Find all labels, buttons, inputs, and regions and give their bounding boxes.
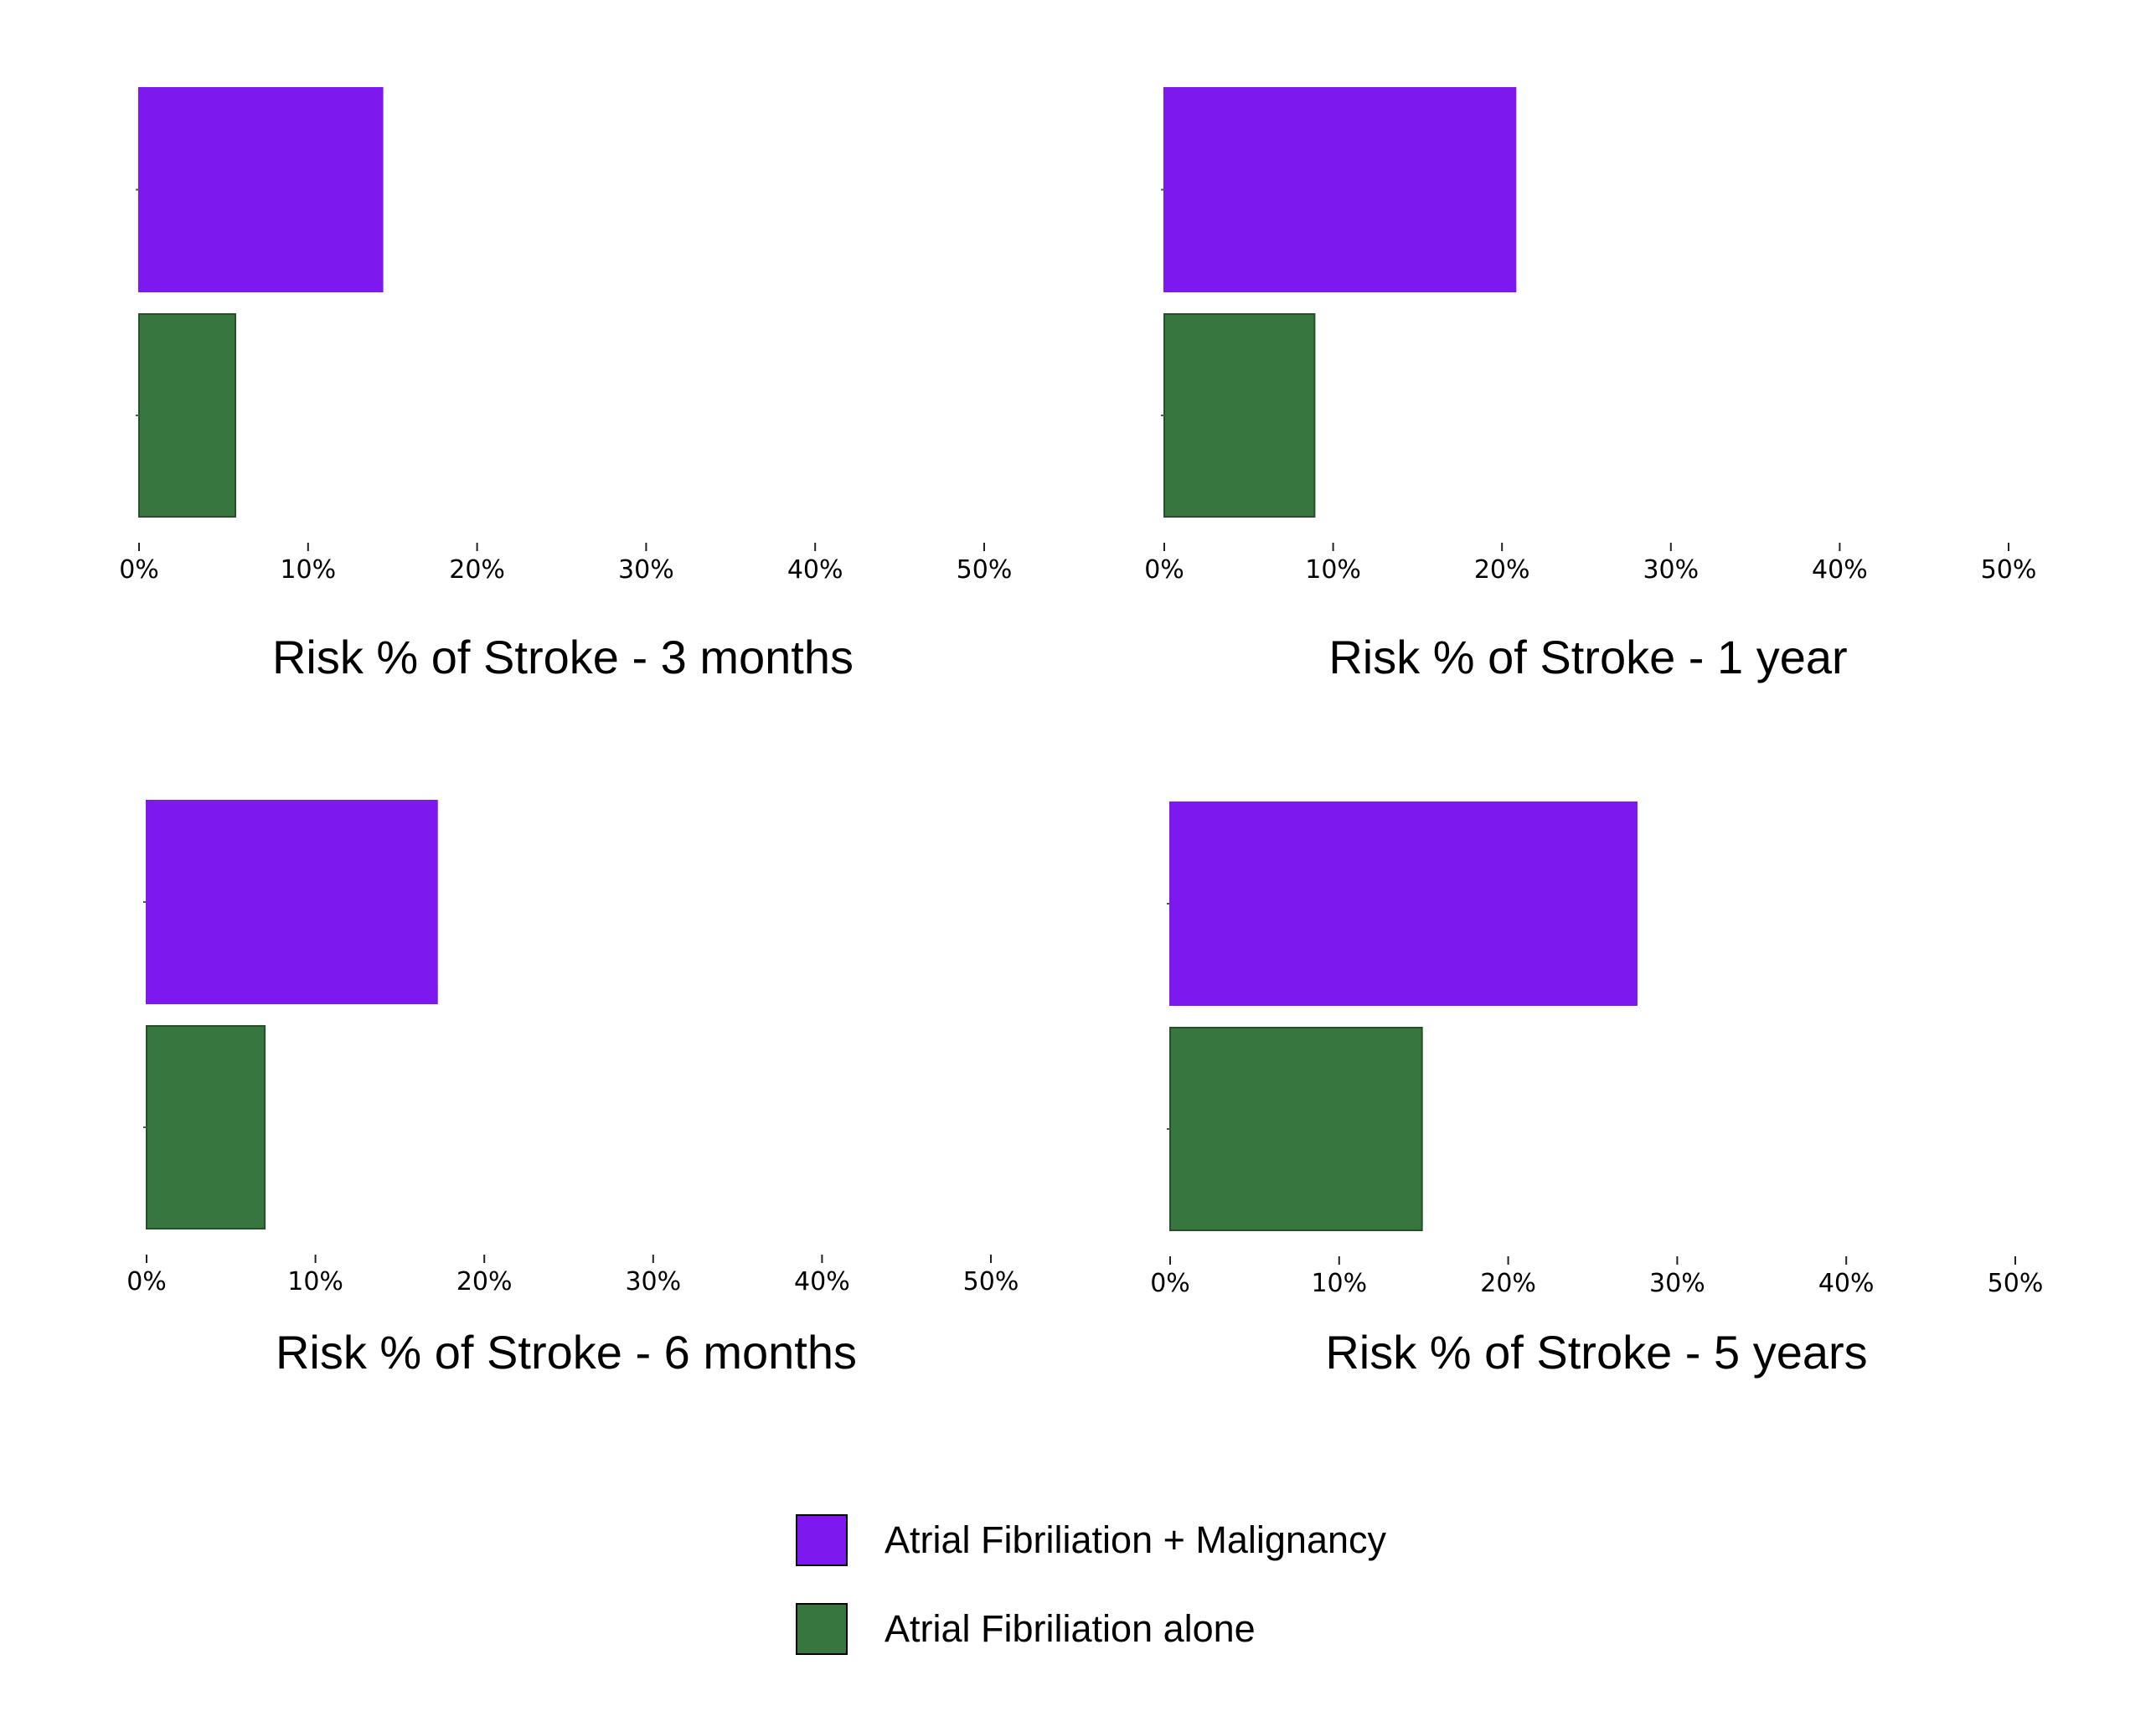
bar-5-years-af-alone — [1169, 1027, 1423, 1231]
bar-1-year-af-malignancy — [1163, 87, 1517, 292]
x-tick-label-5-years-30: 30% — [1649, 1269, 1705, 1298]
chart-title-1-year: Risk % of Stroke - 1 year — [1328, 631, 1847, 683]
legend-label-af-malignancy: Atrial Fibriliation + Malignancy — [885, 1518, 1386, 1561]
x-tick-label-1-year-30: 30% — [1643, 555, 1699, 585]
chart-title-3-months: Risk % of Stroke - 3 months — [272, 631, 854, 683]
x-tick-label-1-year-10: 10% — [1305, 555, 1361, 585]
x-tick-label-5-years-0: 0% — [1150, 1269, 1190, 1298]
chart-panel-3-months: 0% 10% 20% 30% 40% 50% Risk % of Stroke - 3 mo… — [119, 87, 1013, 683]
chart-panel-6-months: 0% 10% 20% 30% 40% 50% Risk % of Stroke - 6 mo… — [126, 800, 1019, 1379]
chart-title-6-months: Risk % of Stroke - 6 months — [276, 1326, 857, 1379]
x-tick-label-5-years-40: 40% — [1818, 1269, 1875, 1298]
x-tick-label-6-months-50: 50% — [963, 1267, 1019, 1296]
x-tick-label-6-months-20: 20% — [456, 1267, 513, 1296]
x-tick-label-6-months-30: 30% — [625, 1267, 681, 1296]
x-tick-label-1-year-20: 20% — [1474, 555, 1530, 585]
legend-label-af-alone: Atrial Fibriliation alone — [885, 1607, 1256, 1650]
bar-5-years-af-malignancy — [1169, 802, 1638, 1006]
x-tick-label-6-months-10: 10% — [287, 1267, 343, 1296]
legend-swatch-af-alone — [796, 1603, 848, 1655]
bar-6-months-af-malignancy — [146, 800, 438, 1004]
bar-1-year-af-alone — [1163, 313, 1316, 518]
x-tick-label-6-months-40: 40% — [794, 1267, 850, 1296]
x-tick-label-3-months-20: 20% — [449, 555, 505, 585]
x-tick-label-3-months-10: 10% — [280, 555, 336, 585]
x-tick-label-1-year-50: 50% — [1981, 555, 2037, 585]
chart-panel-5-years: 0% 10% 20% 30% 40% 50% Risk % of Stroke - 5 ye… — [1150, 802, 2043, 1379]
chart-title-5-years: Risk % of Stroke - 5 years — [1325, 1326, 1867, 1379]
x-tick-label-1-year-0: 0% — [1144, 555, 1184, 585]
chart-panel-1-year: 0% 10% 20% 30% 40% 50% Risk % of Stroke - 1 ye… — [1144, 87, 2037, 683]
x-tick-label-5-years-20: 20% — [1480, 1269, 1536, 1298]
x-tick-label-3-months-0: 0% — [119, 555, 159, 585]
bar-3-months-af-alone — [138, 313, 237, 518]
x-tick-label-3-months-50: 50% — [957, 555, 1013, 585]
legend-swatch-af-malignancy — [796, 1514, 848, 1566]
x-tick-label-6-months-0: 0% — [126, 1267, 167, 1296]
x-tick-label-1-year-40: 40% — [1812, 555, 1868, 585]
bar-6-months-af-alone — [146, 1025, 266, 1229]
x-tick-label-3-months-40: 40% — [787, 555, 843, 585]
bar-3-months-af-malignancy — [138, 87, 384, 292]
x-tick-label-5-years-50: 50% — [1988, 1269, 2044, 1298]
x-tick-label-3-months-30: 30% — [618, 555, 674, 585]
x-tick-label-5-years-10: 10% — [1311, 1269, 1367, 1298]
